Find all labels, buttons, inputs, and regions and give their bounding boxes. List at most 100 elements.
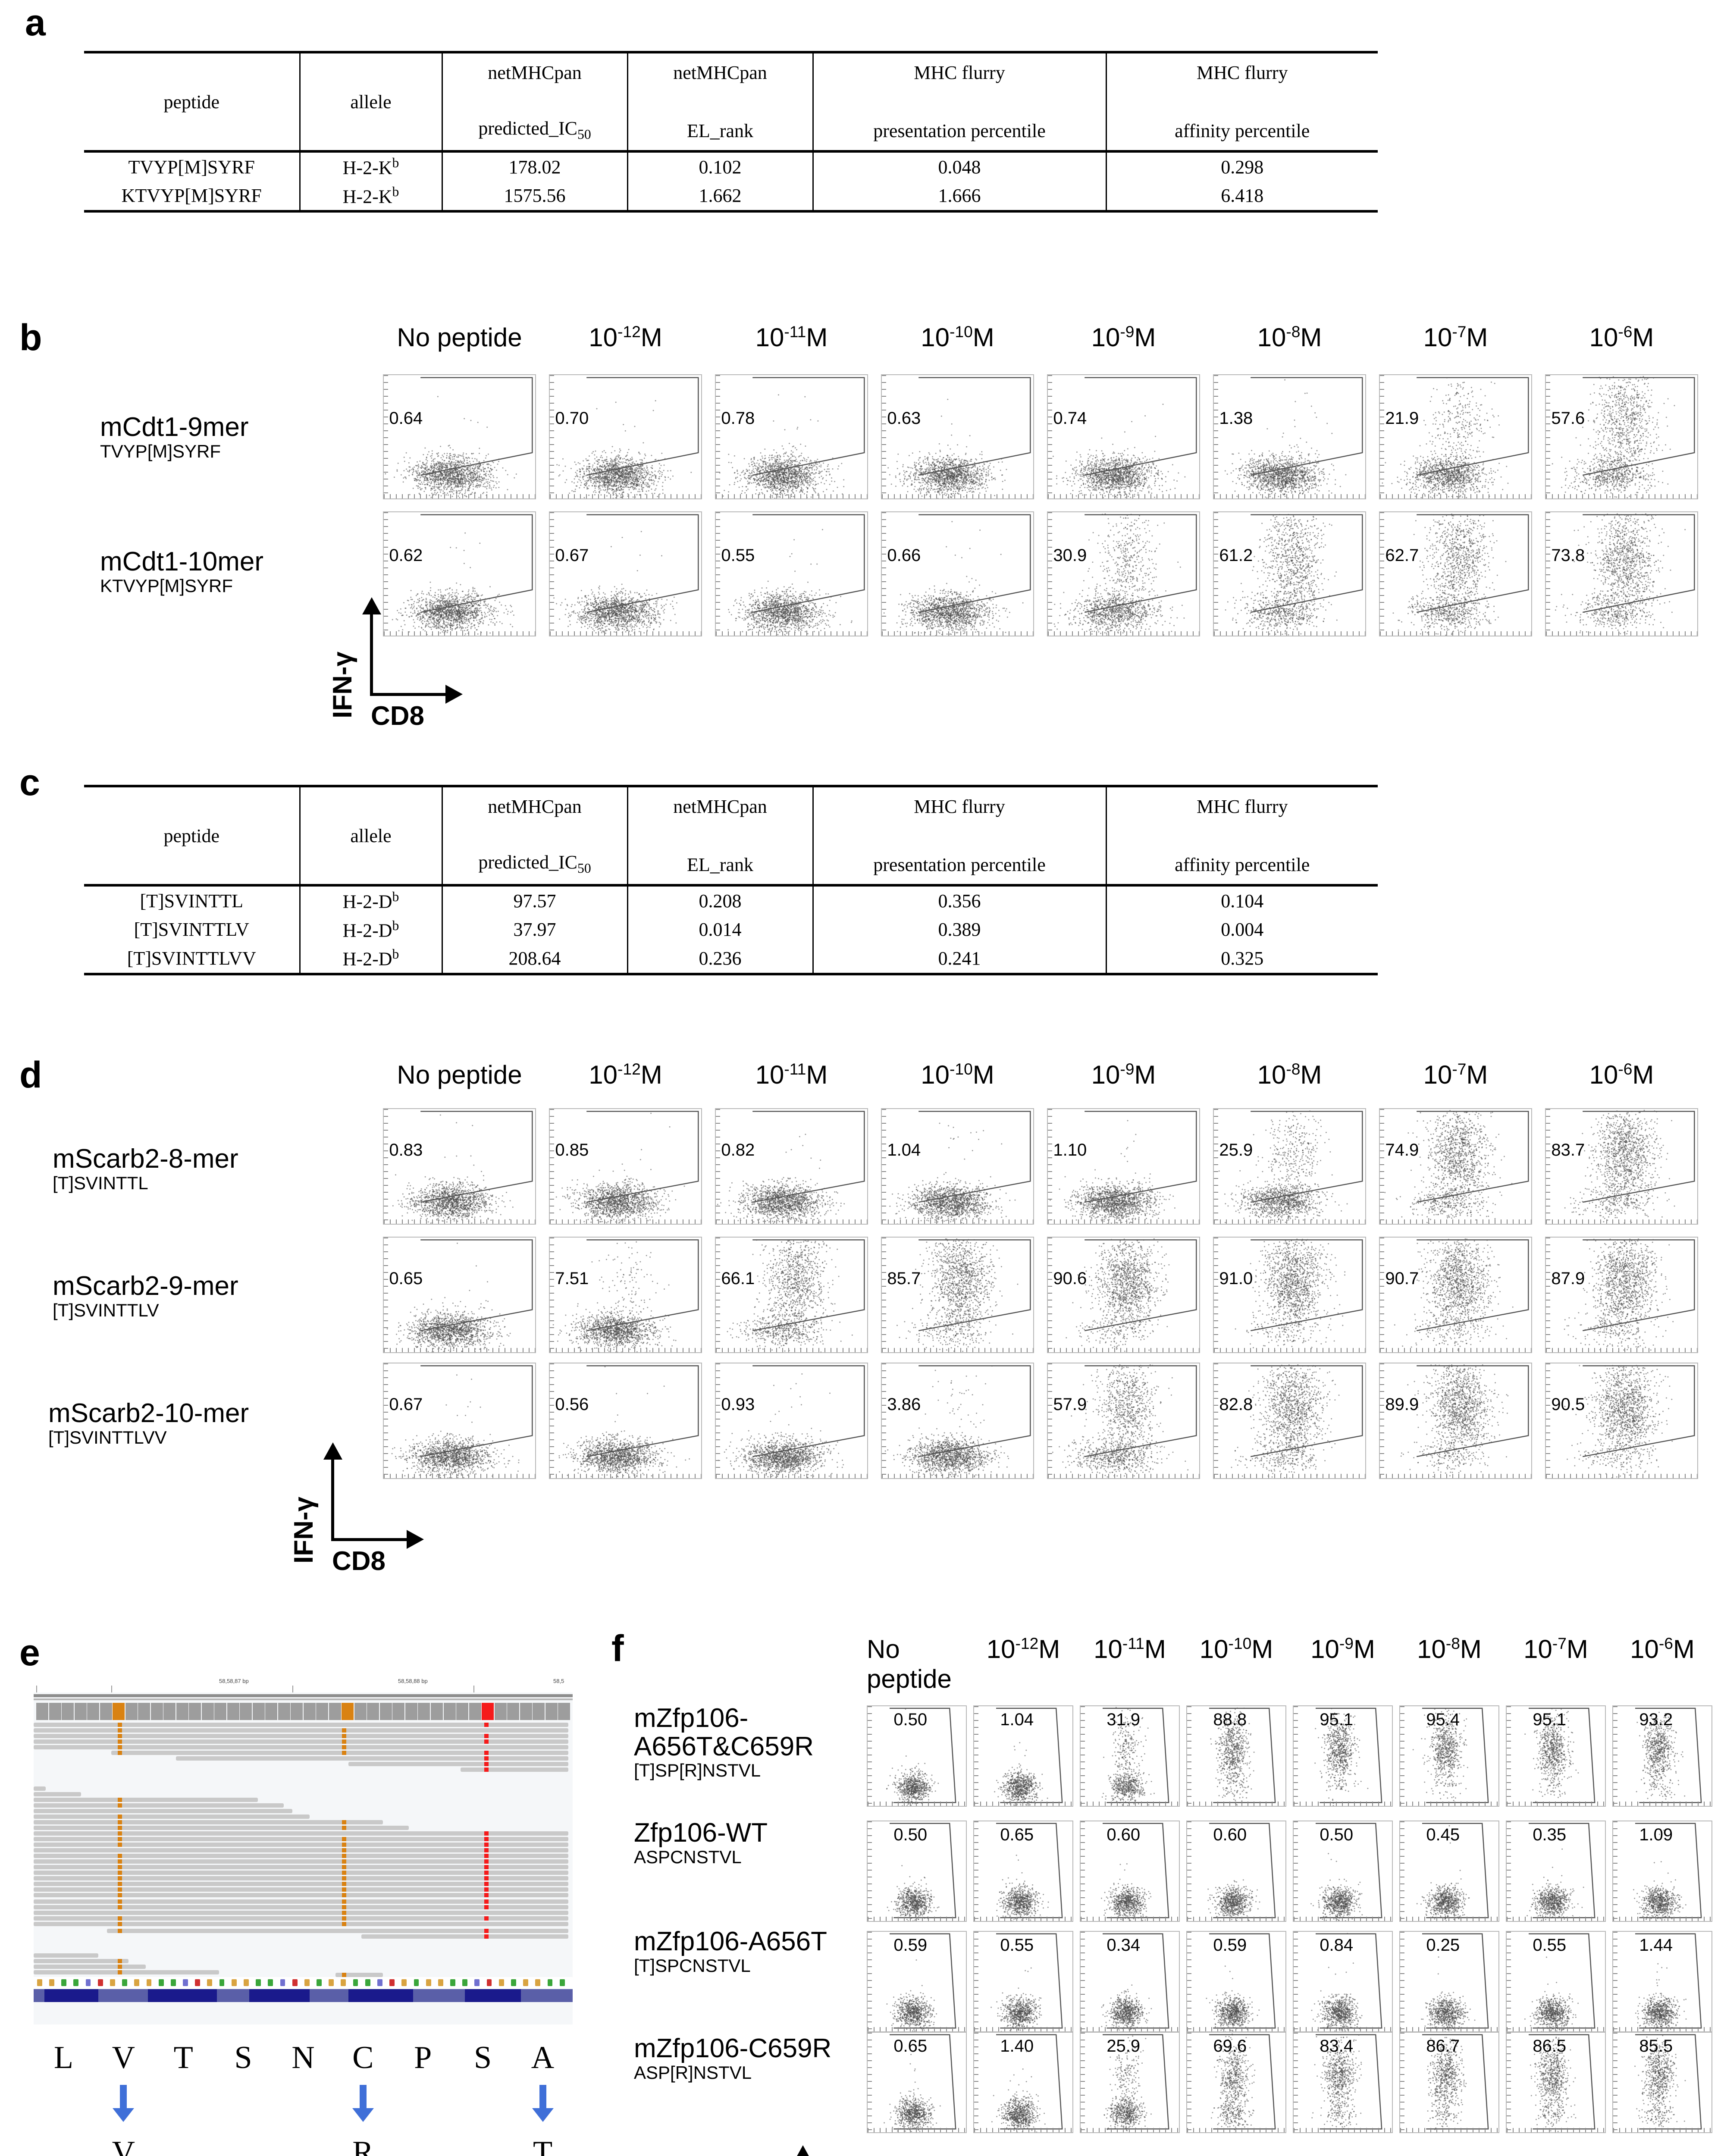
igv-snp-marker xyxy=(118,1814,122,1819)
flow-cytometry-plot[interactable]: 0.55 xyxy=(715,511,868,636)
flow-cytometry-plot[interactable]: 0.56 xyxy=(549,1363,702,1479)
flow-cytometry-plot[interactable]: 57.9 xyxy=(1047,1363,1200,1479)
flow-cytometry-plot[interactable]: 1.44 xyxy=(1612,1931,1712,2032)
igv-alignment-track[interactable]: 58,58,87 bp 58,58,88 bp 58,5 xyxy=(34,1675,573,2024)
amino-acid-c-5: C xyxy=(333,2040,393,2076)
flow-cytometry-plot[interactable]: 0.35 xyxy=(1506,1821,1606,1922)
coverage-bin xyxy=(444,1703,456,1720)
flow-cytometry-plot[interactable]: 25.9 xyxy=(1080,2032,1180,2133)
flow-cytometry-plot[interactable]: 90.5 xyxy=(1545,1363,1698,1479)
y-axis-ticks xyxy=(1380,512,1384,636)
x-axis-ticks xyxy=(1546,1474,1697,1478)
flow-cytometry-plot[interactable]: 69.6 xyxy=(1186,2032,1286,2133)
cell-elrank: 1.662 xyxy=(627,182,813,212)
flow-cytometry-plot[interactable]: 83.7 xyxy=(1545,1108,1698,1225)
gate-percentage: 86.5 xyxy=(1533,2037,1566,2056)
flow-cytometry-plot[interactable]: 62.7 xyxy=(1379,511,1532,636)
y-axis-ticks xyxy=(1294,1706,1298,1806)
flow-cytometry-plot[interactable]: 0.59 xyxy=(867,1931,967,2032)
igv-read xyxy=(34,1965,146,1969)
flow-cytometry-plot[interactable]: 31.9 xyxy=(1080,1705,1180,1807)
flow-cytometry-plot[interactable]: 0.67 xyxy=(549,511,702,636)
flow-cytometry-plot[interactable]: 0.62 xyxy=(383,511,536,636)
flow-cytometry-plot[interactable]: 0.65 xyxy=(383,1237,536,1353)
flow-cytometry-plot[interactable]: 0.60 xyxy=(1080,1821,1180,1922)
flow-cytometry-plot[interactable]: 1.04 xyxy=(881,1108,1034,1225)
flow-cytometry-plot[interactable]: 73.8 xyxy=(1545,511,1698,636)
flow-cytometry-plot[interactable]: 95.1 xyxy=(1293,1705,1393,1807)
flow-cytometry-plot[interactable]: 0.84 xyxy=(1293,1931,1393,2032)
igv-snp-marker xyxy=(118,1798,122,1802)
igv-snp-marker xyxy=(342,1751,346,1755)
flow-cytometry-plot[interactable]: 25.9 xyxy=(1213,1108,1366,1225)
flow-cytometry-plot[interactable]: 0.50 xyxy=(867,1705,967,1807)
flow-cytometry-plot[interactable]: 0.74 xyxy=(1047,374,1200,499)
flow-cytometry-plot[interactable]: 0.78 xyxy=(715,374,868,499)
flow-cytometry-plot[interactable]: 83.4 xyxy=(1293,2032,1393,2133)
concentration-label-3: 10-10M xyxy=(1186,1634,1286,1694)
flow-cytometry-plot[interactable]: 7.51 xyxy=(549,1237,702,1353)
flow-cytometry-plot[interactable]: 85.5 xyxy=(1612,2032,1712,2133)
flow-cytometry-plot[interactable]: 0.85 xyxy=(549,1108,702,1225)
flow-cytometry-plot[interactable]: 88.8 xyxy=(1186,1705,1286,1807)
gate-polygon xyxy=(1048,1363,1200,1479)
flow-cytometry-plot[interactable]: 1.09 xyxy=(1612,1821,1712,1922)
flow-cytometry-plot[interactable]: 0.50 xyxy=(1293,1821,1393,1922)
flow-cytometry-plot[interactable]: 1.40 xyxy=(973,2032,1073,2133)
y-axis-ticks xyxy=(1214,375,1218,498)
flow-cytometry-plot[interactable]: 93.2 xyxy=(1612,1705,1712,1807)
flow-cytometry-plot[interactable]: 74.9 xyxy=(1379,1108,1532,1225)
flow-cytometry-plot[interactable]: 66.1 xyxy=(715,1237,868,1353)
gate-polygon xyxy=(384,1109,536,1225)
y-axis-ticks xyxy=(1380,1238,1384,1352)
flow-cytometry-plot[interactable]: 0.50 xyxy=(867,1821,967,1922)
flow-cytometry-plot[interactable]: 86.7 xyxy=(1399,2032,1499,2133)
flow-cytometry-plot[interactable]: 0.65 xyxy=(973,1821,1073,1922)
x-axis-ticks xyxy=(1400,1917,1498,1921)
flow-cytometry-plot[interactable]: 0.55 xyxy=(973,1931,1073,2032)
flow-cytometry-plot[interactable]: 82.8 xyxy=(1213,1363,1366,1479)
flow-cytometry-plot[interactable]: 90.7 xyxy=(1379,1237,1532,1353)
igv-base xyxy=(317,1979,322,1986)
flow-cytometry-plot[interactable]: 91.0 xyxy=(1213,1237,1366,1353)
flow-cytometry-plot[interactable]: 0.67 xyxy=(383,1363,536,1479)
flow-cytometry-plot[interactable]: 0.59 xyxy=(1186,1931,1286,2032)
flow-cytometry-plot[interactable]: 0.63 xyxy=(881,374,1034,499)
panel-d-row-label-1: mScarb2-9-mer [T]SVINTTLV xyxy=(53,1272,238,1320)
flow-cytometry-plot[interactable]: 85.7 xyxy=(881,1237,1034,1353)
flow-cytometry-plot[interactable]: 21.9 xyxy=(1379,374,1532,499)
y-axis-ticks xyxy=(1048,375,1052,498)
flow-cytometry-plot[interactable]: 86.5 xyxy=(1506,2032,1606,2133)
flow-cytometry-plot[interactable]: 0.55 xyxy=(1506,1931,1606,2032)
flow-cytometry-plot[interactable]: 0.93 xyxy=(715,1363,868,1479)
flow-cytometry-plot[interactable]: 0.60 xyxy=(1186,1821,1286,1922)
flow-cytometry-plot[interactable]: 0.70 xyxy=(549,374,702,499)
flow-cytometry-plot[interactable]: 87.9 xyxy=(1545,1237,1698,1353)
panel-letter-e: e xyxy=(19,1634,40,1671)
flow-cytometry-plot[interactable]: 0.25 xyxy=(1399,1931,1499,2032)
flow-cytometry-plot[interactable]: 30.9 xyxy=(1047,511,1200,636)
flow-cytometry-plot[interactable]: 0.82 xyxy=(715,1108,868,1225)
flow-cytometry-plot[interactable]: 61.2 xyxy=(1213,511,1366,636)
flow-cytometry-plot[interactable]: 89.9 xyxy=(1379,1363,1532,1479)
gate-polygon xyxy=(384,512,536,636)
amino-acid-n-4: N xyxy=(273,2040,333,2076)
flow-cytometry-plot[interactable]: 3.86 xyxy=(881,1363,1034,1479)
flow-cytometry-plot[interactable]: 95.1 xyxy=(1506,1705,1606,1807)
flow-cytometry-plot[interactable]: 90.6 xyxy=(1047,1237,1200,1353)
flow-cytometry-plot[interactable]: 1.04 xyxy=(973,1705,1073,1807)
flow-cytometry-plot[interactable]: 1.38 xyxy=(1213,374,1366,499)
igv-base xyxy=(523,1979,528,1986)
gate-percentage: 0.60 xyxy=(1106,1825,1140,1845)
flow-cytometry-plot[interactable]: 57.6 xyxy=(1545,374,1698,499)
flow-cytometry-plot[interactable]: 0.34 xyxy=(1080,1931,1180,2032)
coverage-bin xyxy=(520,1703,532,1720)
igv-snp-marker xyxy=(118,1843,122,1847)
flow-cytometry-plot[interactable]: 0.64 xyxy=(383,374,536,499)
flow-cytometry-plot[interactable]: 0.45 xyxy=(1399,1821,1499,1922)
flow-cytometry-plot[interactable]: 1.10 xyxy=(1047,1108,1200,1225)
flow-cytometry-plot[interactable]: 0.83 xyxy=(383,1108,536,1225)
flow-cytometry-plot[interactable]: 95.4 xyxy=(1399,1705,1499,1807)
flow-cytometry-plot[interactable]: 0.66 xyxy=(881,511,1034,636)
flow-cytometry-plot[interactable]: 0.65 xyxy=(867,2032,967,2133)
